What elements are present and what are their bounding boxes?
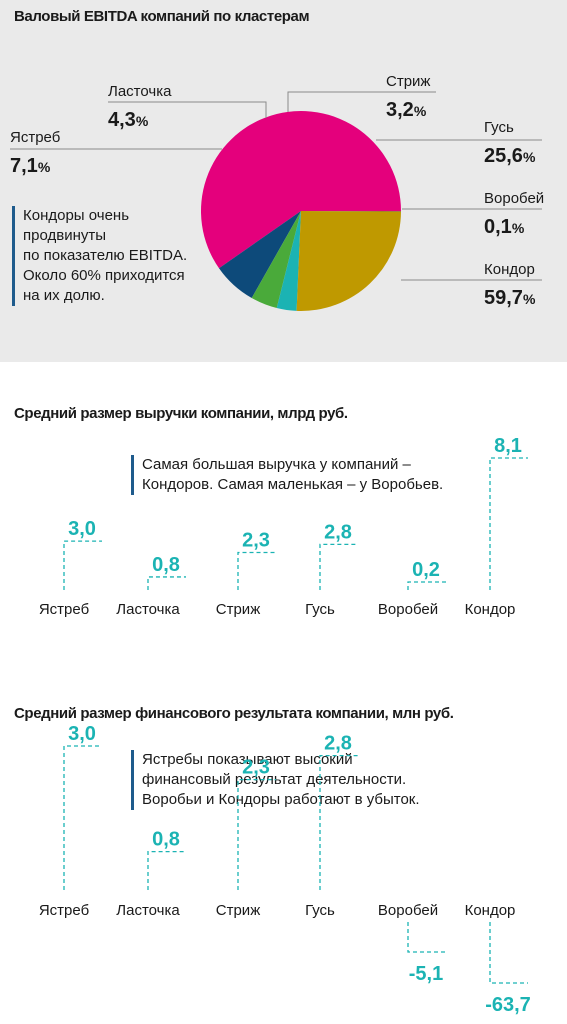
finresult-annotation-line: Воробьи и Кондоры работают в убыток.: [142, 791, 420, 808]
bar-value-label: 3,0: [68, 518, 96, 540]
pie-value-label: 4,3%: [108, 109, 149, 131]
revenue-annotation-line: Кондоров. Самая маленькая – у Воробьев.: [142, 476, 444, 493]
bar-mark: [237, 778, 276, 890]
finresult-title: Средний размер финансового результата ко…: [14, 705, 454, 722]
bar-value-label: -63,7: [485, 994, 531, 1016]
bar-value-label: 2,8: [324, 733, 352, 755]
pie-slice: [301, 211, 401, 212]
pie-annotation-line: Около 60% приходится: [23, 267, 185, 284]
pie-category-label: Стриж: [386, 73, 430, 90]
pie-value-label: 59,7%: [484, 287, 536, 309]
ebitda-pie-chart: Кондор 59,7% Ястреб 7,1% Ласточка 4,3% Стриж 3,…: [10, 73, 544, 311]
bar-value-label: 8,1: [494, 435, 522, 457]
bar-mark: [407, 922, 446, 953]
pie-annotation-line: на их долю.: [23, 287, 105, 304]
pie-annotation: Кондоры очень продвинуты по показателю E…: [12, 206, 187, 306]
pie-slice: [219, 211, 301, 299]
bar-value-label: 2,8: [324, 521, 352, 543]
bar-mark: [489, 457, 528, 590]
bar-value-label: 2,3: [242, 757, 270, 779]
revenue-annotation-line: Самая большая выручка у компаний –: [142, 456, 411, 473]
ebitda-panel: Валовый EBITDA компаний по кластерам Кон…: [0, 0, 567, 362]
bar-category-label: Гусь: [305, 902, 335, 919]
bar-category-label: Ястреб: [39, 601, 89, 618]
pie-slice: [251, 211, 301, 309]
bar-category-label: Ласточка: [116, 601, 180, 618]
revenue-title: Средний размер выручки компании, млрд ру…: [14, 405, 348, 422]
bar-mark: [489, 922, 528, 984]
pie-annotation-line: продвинуты: [23, 227, 107, 244]
revenue-annotation: Самая большая выручка у компаний – Кондо…: [131, 455, 443, 495]
pie-value-label: 25,6%: [484, 145, 536, 167]
bar-mark: [147, 850, 186, 890]
pie-leader-line: [108, 101, 267, 118]
bar-category-label: Кондор: [465, 601, 516, 618]
pie-annotation-line: Кондоры очень: [23, 207, 130, 224]
pie-slice: [276, 211, 301, 311]
bar-category-label: Ласточка: [116, 902, 180, 919]
bar-category-label: Воробей: [378, 902, 438, 919]
bar-category-label: Гусь: [305, 601, 335, 618]
bar-mark: [63, 540, 102, 590]
pie-category-label: Ястреб: [10, 129, 60, 146]
bar-category-label: Кондор: [465, 902, 516, 919]
pie-category-label: Гусь: [484, 119, 514, 136]
bar-mark: [147, 576, 186, 590]
bar-category-label: Стриж: [216, 902, 260, 919]
finresult-annotation-line: Ястребы показывают высокий: [142, 751, 353, 768]
pie-value-label: 0,1%: [484, 216, 525, 238]
pie-annotation-line: по показателю EBITDA.: [23, 247, 188, 264]
bar-category-label: Воробей: [378, 601, 438, 618]
bar-mark: [63, 745, 102, 890]
bar-value-label: 0,8: [152, 554, 180, 576]
bar-category-label: Стриж: [216, 601, 260, 618]
pie-category-label: Кондор: [484, 261, 535, 278]
pie-category-label: Воробей: [484, 190, 544, 207]
pie-value-label: 7,1%: [10, 155, 51, 177]
bar-value-label: 3,0: [68, 723, 96, 745]
bar-category-label: Ястреб: [39, 902, 89, 919]
bar-value-label: 2,3: [242, 530, 270, 552]
pie-title: Валовый EBITDA компаний по кластерам: [14, 8, 310, 25]
pie-category-label: Ласточка: [108, 83, 172, 100]
bar-mark: [237, 551, 276, 590]
bar-mark: [407, 581, 446, 590]
bar-mark: [319, 543, 358, 590]
finresult-annotation-line: финансовый результат деятельности.: [142, 771, 407, 788]
pie-value-label: 3,2%: [386, 99, 427, 121]
bar-value-label: 0,2: [412, 559, 440, 581]
bar-value-label: -5,1: [409, 963, 443, 985]
finresult-annotation: Ястребы показывают высокий финансовый ре…: [131, 750, 420, 810]
bar-mark: [319, 754, 358, 890]
pie-slice: [200, 110, 402, 269]
pie-leader-line: [287, 91, 436, 112]
bar-value-label: 0,8: [152, 829, 180, 851]
pie-slice: [296, 211, 401, 311]
